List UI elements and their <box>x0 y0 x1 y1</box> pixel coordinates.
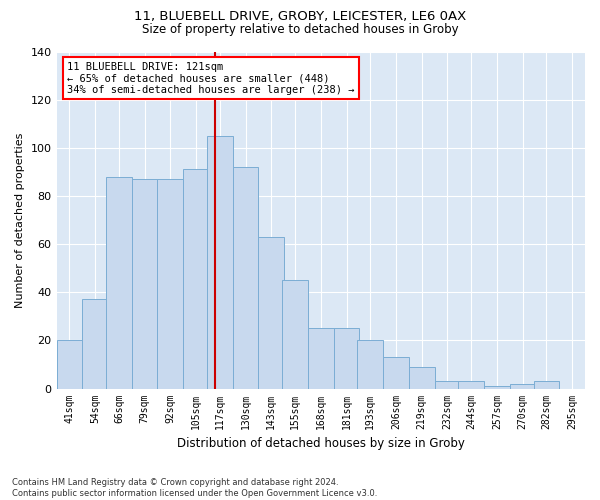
Bar <box>358 340 383 388</box>
Bar <box>510 384 536 388</box>
Text: 11, BLUEBELL DRIVE, GROBY, LEICESTER, LE6 0AX: 11, BLUEBELL DRIVE, GROBY, LEICESTER, LE… <box>134 10 466 23</box>
Bar <box>282 280 308 388</box>
Bar <box>434 382 460 388</box>
Bar <box>259 237 284 388</box>
Bar <box>157 179 183 388</box>
Text: Size of property relative to detached houses in Groby: Size of property relative to detached ho… <box>142 22 458 36</box>
Bar <box>383 358 409 388</box>
Bar <box>308 328 334 388</box>
Bar <box>233 167 259 388</box>
Text: 11 BLUEBELL DRIVE: 121sqm
← 65% of detached houses are smaller (448)
34% of semi: 11 BLUEBELL DRIVE: 121sqm ← 65% of detac… <box>67 62 355 95</box>
Bar <box>132 179 157 388</box>
Bar <box>458 382 484 388</box>
Bar <box>183 170 209 388</box>
Bar <box>82 300 108 388</box>
Bar <box>56 340 82 388</box>
Bar <box>207 136 233 388</box>
Text: Contains HM Land Registry data © Crown copyright and database right 2024.
Contai: Contains HM Land Registry data © Crown c… <box>12 478 377 498</box>
Bar <box>484 386 510 388</box>
Bar <box>334 328 359 388</box>
Bar <box>409 367 434 388</box>
Y-axis label: Number of detached properties: Number of detached properties <box>15 132 25 308</box>
Bar <box>533 382 559 388</box>
X-axis label: Distribution of detached houses by size in Groby: Distribution of detached houses by size … <box>177 437 465 450</box>
Bar <box>106 176 132 388</box>
